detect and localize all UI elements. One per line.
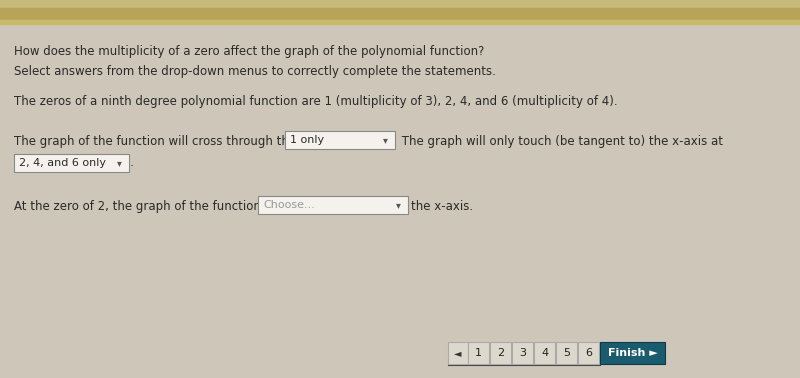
Text: ▾: ▾ [117, 158, 122, 168]
Text: ▾: ▾ [382, 135, 387, 145]
Bar [0, 0, 800, 8]
FancyBboxPatch shape [556, 342, 577, 364]
FancyBboxPatch shape [534, 342, 555, 364]
Text: 6: 6 [585, 348, 592, 358]
Text: How does the multiplicity of a zero affect the graph of the polynomial function?: How does the multiplicity of a zero affe… [14, 45, 484, 58]
Text: 4: 4 [541, 348, 548, 358]
FancyBboxPatch shape [512, 342, 533, 364]
FancyBboxPatch shape [578, 342, 599, 364]
Text: Select answers from the drop-down menus to correctly complete the statements.: Select answers from the drop-down menus … [14, 65, 496, 78]
FancyBboxPatch shape [258, 196, 408, 214]
Text: .: . [130, 156, 134, 169]
Text: 2: 2 [497, 348, 504, 358]
Text: 3: 3 [519, 348, 526, 358]
Text: ▾: ▾ [395, 200, 401, 210]
Text: the x-axis.: the x-axis. [411, 200, 473, 213]
Text: The graph will only touch (be tangent to) the x-axis at: The graph will only touch (be tangent to… [398, 135, 723, 148]
Text: The graph of the function will cross through the x-axis at: The graph of the function will cross thr… [14, 135, 350, 148]
FancyBboxPatch shape [468, 342, 489, 364]
FancyBboxPatch shape [490, 342, 511, 364]
Text: 5: 5 [563, 348, 570, 358]
Text: Choose...: Choose... [263, 200, 315, 210]
Text: 1 only: 1 only [290, 135, 324, 145]
Bar [0, 8, 800, 20]
Text: 1: 1 [475, 348, 482, 358]
FancyBboxPatch shape [14, 154, 129, 172]
Text: ◄: ◄ [454, 348, 462, 358]
FancyBboxPatch shape [600, 342, 665, 364]
Text: The zeros of a ninth degree polynomial function are 1 (multiplicity of 3), 2, 4,: The zeros of a ninth degree polynomial f… [14, 95, 618, 108]
Bar [0, 20, 800, 24]
Text: Finish ►: Finish ► [608, 348, 658, 358]
FancyBboxPatch shape [448, 342, 468, 364]
Text: 2, 4, and 6 only: 2, 4, and 6 only [19, 158, 106, 168]
FancyBboxPatch shape [285, 131, 395, 149]
Text: At the zero of 2, the graph of the function will: At the zero of 2, the graph of the funct… [14, 200, 284, 213]
